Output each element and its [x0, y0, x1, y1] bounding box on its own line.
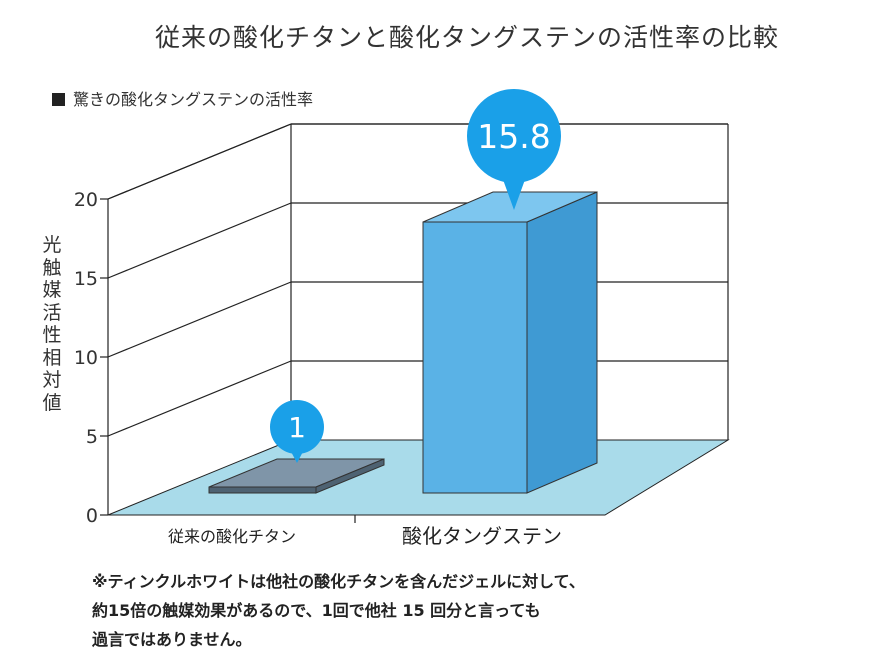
- y-axis-label-text: 光 触 媒 活 性 相 対 値: [42, 234, 62, 414]
- gridline-side: [107, 202, 292, 279]
- chart-walls: [107, 123, 730, 523]
- footnote-line-2: 約15倍の触媒効果があるので、1回で他社 15 回分と言っても: [92, 601, 541, 620]
- category-labels: 従来の酸化チタン 酸化タングステン: [168, 524, 562, 548]
- footnote-line-3: 過言ではありません。: [92, 630, 252, 649]
- category-label-titanium: 従来の酸化チタン: [168, 527, 296, 546]
- y-tick-label: 0: [86, 505, 98, 527]
- bar-tungsten-top: [422, 191, 598, 223]
- legend-label: 驚きの酸化タングステンの活性率: [73, 90, 314, 109]
- gridline-side: [107, 123, 292, 200]
- data-label-tungsten-pointer: [500, 173, 528, 210]
- y-tick-label: 20: [74, 189, 98, 211]
- y-tick-label: 10: [74, 347, 98, 369]
- chart-floor: [107, 439, 730, 516]
- data-labels: 115.8: [270, 89, 561, 463]
- gridline-side: [107, 360, 292, 437]
- y-tick-label: 5: [86, 426, 98, 448]
- legend: 驚きの酸化タングステンの活性率: [52, 86, 313, 110]
- bar-tungsten-front: [422, 221, 528, 494]
- chart-title: 従来の酸化チタンと酸化タングステンの活性率の比較: [155, 23, 780, 52]
- data-label-titanium-text: 1: [288, 411, 306, 444]
- data-label-titanium-bubble: [270, 400, 324, 454]
- y-axis-label: 光 触 媒 活 性 相 対 値: [37, 234, 67, 414]
- category-label-tungsten: 酸化タングステン: [402, 524, 562, 548]
- y-ticks: 0 5 10 15 20: [74, 189, 108, 527]
- bar-tungsten-side: [526, 191, 598, 494]
- legend-swatch: [52, 93, 65, 106]
- y-tick-label: 15: [74, 268, 98, 290]
- footnote-line-1: ※ティンクルホワイトは他社の酸化チタンを含んだジェルに対して、: [92, 572, 585, 591]
- gridline-side: [107, 281, 292, 358]
- footnote: ※ティンクルホワイトは他社の酸化チタンを含んだジェルに対して、 約15倍の触媒効…: [92, 567, 585, 654]
- data-label-tungsten-bubble: [467, 89, 561, 183]
- bars: [208, 191, 598, 494]
- data-label-tungsten-text: 15.8: [477, 117, 550, 156]
- bar-titanium-front: [208, 486, 317, 494]
